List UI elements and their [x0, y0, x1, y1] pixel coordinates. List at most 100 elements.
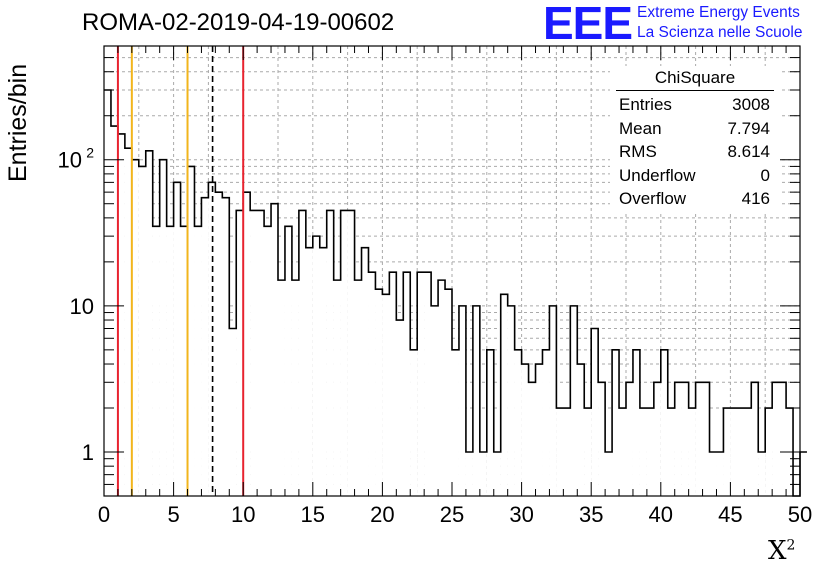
histogram-bin: [410, 349, 418, 496]
histogram-bin: [229, 328, 237, 496]
histogram-bin: [368, 272, 376, 496]
histogram-bin: [124, 148, 132, 496]
stats-value: 416: [741, 189, 770, 208]
histogram-bin: [340, 210, 348, 496]
histogram-bin: [173, 182, 181, 497]
histogram-bin: [201, 197, 209, 496]
histogram-bin: [271, 203, 278, 496]
histogram-bin: [375, 289, 383, 496]
y-tick-label: 1: [82, 440, 94, 465]
histogram-bin: [563, 408, 571, 496]
stats-label: Entries: [619, 95, 672, 114]
histogram-bin: [556, 408, 564, 496]
x-axis-label-base: X: [768, 536, 787, 566]
x-tick-label: 0: [98, 502, 110, 527]
stats-row-underflow: Underflow 0: [610, 164, 780, 188]
histogram-bin: [514, 349, 522, 496]
histogram-bin: [424, 272, 432, 496]
histogram-bin: [598, 382, 606, 496]
x-tick-label: 5: [167, 502, 179, 527]
stats-label: Underflow: [619, 165, 696, 185]
histogram-bin: [688, 408, 696, 496]
stats-value: 3008: [732, 95, 770, 114]
histogram-bin: [584, 408, 592, 496]
histogram-bin: [117, 133, 125, 496]
histogram-bin: [591, 328, 599, 496]
histogram-bin: [730, 408, 738, 496]
x-tick-label: 50: [788, 502, 812, 527]
histogram-bin: [758, 452, 766, 496]
histogram-bin: [493, 452, 501, 496]
histogram-bin: [681, 382, 689, 496]
histogram-bin: [396, 320, 404, 496]
histogram-bin: [535, 364, 543, 496]
histogram-bin: [458, 305, 466, 496]
histogram-bin: [361, 247, 369, 496]
histogram-bin: [278, 280, 285, 496]
histogram-bin: [438, 280, 446, 496]
histogram-bin: [674, 382, 682, 496]
histogram-bin: [452, 349, 459, 496]
histogram-bins: [104, 89, 807, 497]
histogram-bin: [800, 452, 807, 496]
histogram-bin: [751, 382, 759, 496]
histogram-bin: [626, 382, 633, 496]
stats-box: ChiSquare Entries 3008 Mean 7.794 RMS 8.614…: [610, 66, 780, 211]
histogram-bin: [104, 89, 111, 496]
histogram-bin: [382, 294, 390, 496]
y-tick-label: 10: [58, 148, 82, 173]
histogram-bin: [312, 236, 320, 496]
histogram-bin: [605, 452, 613, 496]
histogram-bin: [549, 305, 557, 496]
x-tick-label: 30: [509, 502, 533, 527]
histogram-bin: [194, 226, 202, 497]
histogram-bin: [667, 408, 675, 496]
y-tick-label-sup: 2: [86, 145, 94, 161]
histogram-bin: [479, 452, 487, 496]
histogram-bin: [716, 452, 724, 496]
chart-title: ROMA-02-2019-04-19-00602: [82, 9, 395, 36]
x-tick-label: 15: [301, 502, 325, 527]
eee-logo: EEE: [543, 0, 633, 49]
histogram-bin: [222, 197, 230, 496]
histogram-bin: [250, 210, 258, 496]
axis-ticks: [103, 45, 801, 497]
histogram-bin: [653, 382, 661, 496]
histogram-bin: [465, 452, 473, 496]
histogram-bin: [326, 210, 334, 496]
histogram-bin: [243, 192, 251, 496]
histogram-bin: [403, 272, 411, 496]
histogram-bin: [145, 150, 153, 496]
stats-label: Mean: [619, 118, 662, 138]
histogram-bin: [291, 280, 299, 496]
logo-tagline-2: La Scienza nelle Scuole: [637, 24, 803, 41]
y-axis-label: Entries/bin: [4, 63, 32, 182]
x-axis-label-sup: 2: [786, 537, 796, 554]
histogram-bin: [138, 166, 146, 497]
stats-row-entries: Entries 3008: [610, 93, 780, 117]
histogram-bin: [236, 210, 244, 496]
histogram-bin: [702, 382, 710, 496]
histogram-bin: [445, 289, 452, 496]
histogram-bin: [431, 305, 439, 496]
histogram-bin: [646, 408, 654, 496]
histogram-bin: [521, 364, 529, 496]
marker-lines: [116, 46, 245, 496]
histogram-bin: [639, 408, 647, 496]
histogram-bin: [131, 159, 139, 496]
x-tick-label: 20: [370, 502, 394, 527]
histogram-bin: [333, 280, 341, 496]
histogram-bin: [528, 382, 536, 496]
histogram-bin: [354, 280, 362, 496]
histogram-bin: [298, 210, 306, 496]
stats-value: 7.794: [727, 118, 770, 138]
histogram-bin: [570, 305, 578, 496]
histogram-bin: [159, 159, 167, 496]
histogram-bin: [187, 166, 195, 497]
histogram-bin: [417, 272, 425, 496]
x-tick-label: 45: [718, 502, 742, 527]
histogram-bin: [709, 452, 717, 496]
histogram-bin: [319, 247, 327, 496]
